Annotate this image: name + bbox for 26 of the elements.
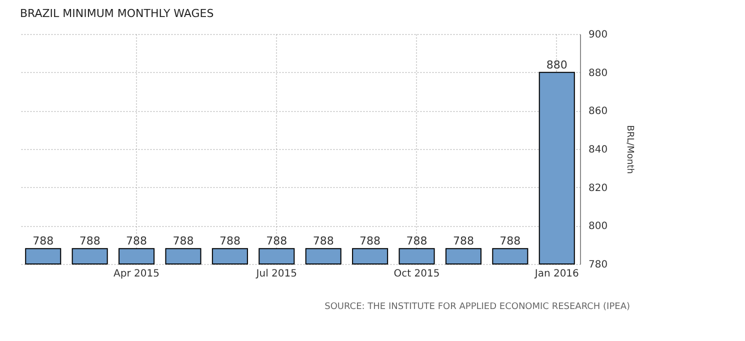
data-label: 788 xyxy=(172,234,194,248)
chart-title: BRAZIL MINIMUM MONTHLY WAGES xyxy=(20,7,214,20)
data-label: 788 xyxy=(312,234,334,248)
x-tick-label: Apr 2015 xyxy=(114,268,160,280)
data-label: 788 xyxy=(79,234,100,248)
y-tick-label: 860 xyxy=(588,106,608,118)
data-label: 788 xyxy=(126,234,148,248)
data-label: 788 xyxy=(500,234,521,248)
x-tick-label: Jan 2016 xyxy=(534,268,579,280)
data-label: 788 xyxy=(452,234,474,248)
data-label: 788 xyxy=(219,234,240,248)
y-tick-label: 800 xyxy=(588,221,608,232)
source-note: SOURCE: THE INSTITUTE FOR APPLIED ECONOMIC RESEARCH (IPEA) xyxy=(324,302,630,312)
y-tick-label: 900 xyxy=(588,30,608,40)
y-tick-label: 880 xyxy=(588,68,608,79)
data-label: 788 xyxy=(406,234,428,248)
x-tick-label: Oct 2015 xyxy=(394,268,440,280)
y-axis-title: BRL/Month xyxy=(624,125,635,174)
data-label: 788 xyxy=(360,234,381,248)
data-label: 880 xyxy=(546,58,568,72)
y-tick-label: 840 xyxy=(588,144,608,156)
data-label: 788 xyxy=(266,234,288,248)
y-tick-label: 780 xyxy=(588,260,608,270)
y-tick-label: 820 xyxy=(588,182,608,194)
x-tick-label: Jul 2015 xyxy=(255,268,297,280)
data-label: 788 xyxy=(32,234,54,248)
